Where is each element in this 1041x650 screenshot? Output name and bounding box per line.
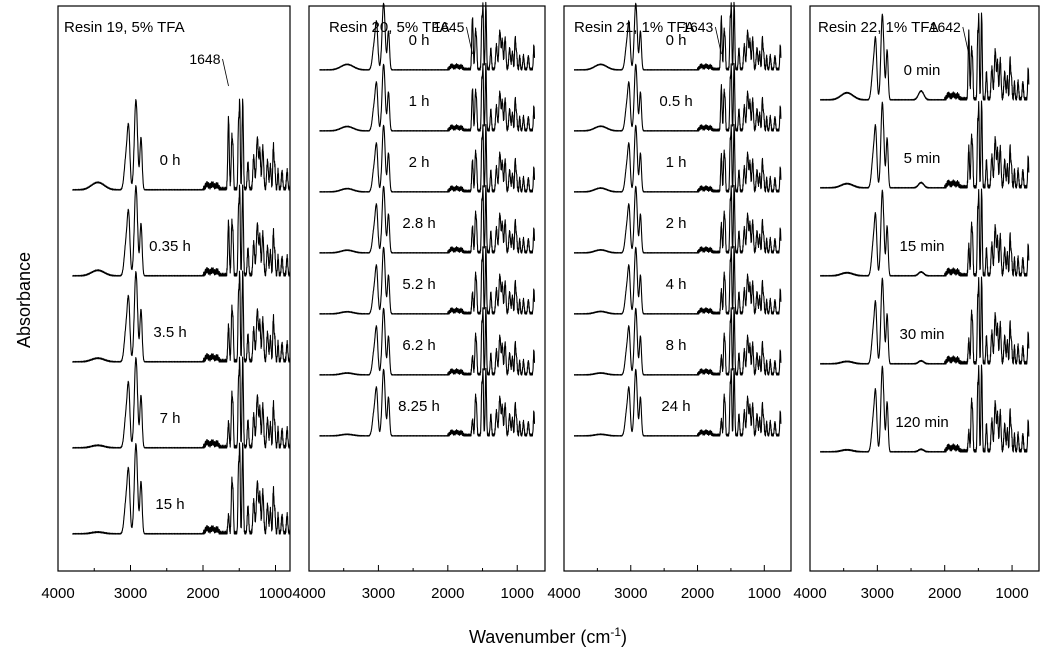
x-tick-label: 3000 — [861, 585, 894, 602]
peak-annotation: 1645 — [433, 19, 464, 35]
trace-label: 24 h — [661, 398, 690, 415]
trace-label: 1 h — [409, 93, 430, 110]
trace-label: 0.35 h — [149, 238, 191, 255]
spectrum-trace — [71, 270, 291, 363]
trace-label: 8.25 h — [398, 398, 440, 415]
spectrum-trace — [319, 367, 536, 437]
trace-label: 0 h — [160, 152, 181, 169]
x-tick-label: 2000 — [681, 585, 714, 602]
spectrum-trace — [573, 367, 782, 437]
panel-1: Resin 19, 5% TFA 4000 3000 2000 1000 0 h 0.35 … — [41, 5, 292, 602]
spectrum-trace — [71, 184, 291, 277]
trace-label: 120 min — [895, 414, 948, 431]
trace-label: 2 h — [409, 154, 430, 171]
spectrum-trace — [819, 12, 1030, 101]
trace-label: 15 h — [155, 496, 184, 513]
spectrum-trace — [573, 306, 782, 376]
trace-label: 0 h — [409, 32, 430, 49]
annotation-leader — [962, 26, 970, 55]
x-tick-label: 2000 — [186, 585, 219, 602]
x-tick-label: 1000 — [501, 585, 534, 602]
peak-annotation: 1643 — [682, 19, 713, 35]
panel-title: Resin 22, 1% TFA — [818, 19, 939, 36]
panel-2: Resin 20, 5% TFA 4000 3000 2000 1000 0 h 1 h 2 … — [292, 1, 546, 602]
trace-label: 0.5 h — [659, 93, 692, 110]
peak-annotation: 1648 — [189, 51, 220, 67]
y-axis-label: Absorbance — [14, 252, 34, 348]
trace-label: 4 h — [666, 276, 687, 293]
x-tick-label: 4000 — [292, 585, 325, 602]
trace-label: 0 h — [666, 32, 687, 49]
trace-label: 15 min — [899, 238, 944, 255]
trace-label: 5 min — [904, 150, 941, 167]
spectra-panels: Resin 19, 5% TFA 4000 3000 2000 1000 0 h 0.35 … — [41, 1, 1040, 602]
x-tick-label: 1000 — [748, 585, 781, 602]
peak-annotation: 1642 — [930, 19, 961, 35]
x-axis-label: Wavenumber (cm-1) — [469, 625, 627, 647]
spectrum-trace — [319, 62, 536, 132]
spectrum-trace — [573, 1, 782, 71]
x-tick-label: 3000 — [114, 585, 147, 602]
spectrum-trace — [573, 123, 782, 193]
trace-label: 7 h — [160, 410, 181, 427]
panel-frame — [57, 5, 291, 572]
spectrum-trace — [319, 306, 536, 376]
spectrum-trace — [319, 1, 536, 71]
x-tick-label: 1000 — [995, 585, 1028, 602]
spectrum-trace — [819, 100, 1030, 189]
x-tick-label: 4000 — [41, 585, 74, 602]
trace-label: 2.8 h — [402, 215, 435, 232]
spectrum-trace — [319, 184, 536, 254]
x-tick-label: 3000 — [614, 585, 647, 602]
x-tick-label: 2000 — [431, 585, 464, 602]
panel-title: Resin 20, 5% TFA — [329, 19, 450, 36]
spectrum-trace — [819, 276, 1030, 365]
spectrum-trace — [573, 245, 782, 315]
spectrum-trace — [71, 442, 291, 535]
trace-label: 1 h — [666, 154, 687, 171]
spectrum-trace — [573, 184, 782, 254]
annotation-leader — [714, 26, 722, 55]
x-tick-label: 4000 — [547, 585, 580, 602]
spectrum-trace — [573, 62, 782, 132]
panel-frame — [563, 5, 792, 572]
trace-label: 0 min — [904, 62, 941, 79]
trace-label: 30 min — [899, 326, 944, 343]
spectrum-trace — [319, 123, 536, 193]
spectrum-trace — [819, 364, 1030, 453]
annotation-leader — [222, 58, 229, 87]
x-tick-label: 4000 — [793, 585, 826, 602]
panel-frame — [308, 5, 546, 572]
panel-frame — [809, 5, 1040, 572]
spectrum-trace — [319, 245, 536, 315]
spectrum-trace — [71, 98, 291, 191]
panel-4: Resin 22, 1% TFA 4000 3000 2000 1000 0 min 5 m… — [793, 5, 1040, 602]
trace-label: 8 h — [666, 337, 687, 354]
x-tick-label: 3000 — [362, 585, 395, 602]
trace-label: 5.2 h — [402, 276, 435, 293]
trace-label: 3.5 h — [153, 324, 186, 341]
annotation-leader — [466, 26, 473, 55]
spectrum-trace — [819, 188, 1030, 277]
trace-label: 2 h — [666, 215, 687, 232]
x-tick-label: 1000 — [259, 585, 292, 602]
trace-label: 6.2 h — [402, 337, 435, 354]
x-tick-label: 2000 — [928, 585, 961, 602]
spectrum-trace — [71, 356, 291, 449]
panel-title: Resin 19, 5% TFA — [64, 19, 185, 36]
